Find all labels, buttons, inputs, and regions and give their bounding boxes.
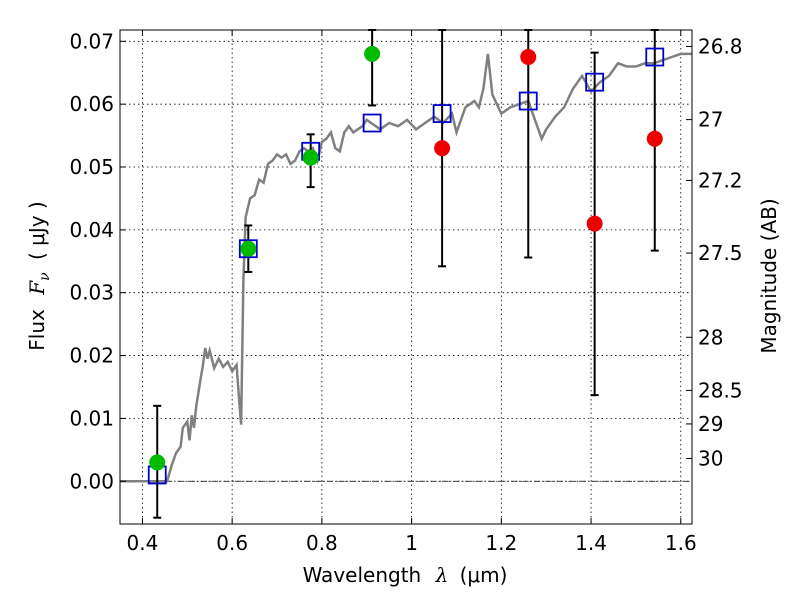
y-tick-label-4: 0.04 (69, 218, 114, 242)
y-tick-label-0: 0.00 (69, 469, 114, 493)
detection-point-2 (302, 149, 319, 166)
model-flux-markers (147, 47, 665, 485)
plot-frame (119, 29, 693, 525)
y-tick-label-3: 0.03 (69, 281, 114, 305)
model-flux-square-7 (645, 47, 665, 67)
y-axis-title: Flux Fν ( μJy ) (25, 201, 54, 350)
observed-points (149, 45, 663, 471)
y-tick-label-1: 0.01 (69, 406, 114, 430)
model-flux-square-1 (238, 239, 258, 259)
mag-tick-label-2: 27.2 (698, 168, 743, 192)
model-flux-square-3 (362, 113, 382, 133)
detection-point-0 (149, 454, 166, 471)
y-tick-label-7: 0.07 (69, 29, 114, 53)
model-flux-square-5 (518, 91, 538, 111)
model-spectrum-line (120, 52, 692, 483)
x-tick-label-6: 1.6 (665, 531, 697, 555)
y-axis-unit: ( μJy ) (25, 201, 49, 260)
mag-tick-label-0: 26.8 (698, 34, 743, 58)
model-flux-square-4 (432, 104, 452, 123)
mag-tick-label-1: 27 (698, 108, 723, 132)
axis-ticks (120, 30, 692, 524)
x-axis-symbol: λ (435, 563, 449, 587)
mag-tick-label-4: 28 (698, 325, 723, 349)
x-tick-labels: 0.4 0.6 0.8 1 1.2 1.4 1.6 (127, 531, 697, 555)
x-axis-unit: (μm) (460, 563, 508, 587)
y-tick-labels: 0.00 0.01 0.02 0.03 0.04 0.05 0.06 0.07 (69, 29, 114, 493)
mag-tick-label-6: 29 (698, 412, 723, 436)
x-axis-label: Wavelength (303, 563, 422, 587)
y-tick-label-2: 0.02 (69, 344, 114, 368)
y-axis-subscript: ν (37, 272, 53, 281)
y-axis-symbol: F (25, 280, 49, 296)
errorbars (153, 29, 659, 519)
x-tick-label-1: 0.6 (216, 531, 248, 555)
magnitude-axis-title: Magnitude (AB) (757, 198, 781, 353)
low_significance-point-2 (586, 215, 603, 232)
grid (120, 30, 692, 524)
mag-tick-label-3: 27.5 (698, 241, 743, 265)
x-tick-label-3: 1 (405, 531, 418, 555)
x-tick-label-2: 0.8 (306, 531, 338, 555)
x-tick-label-4: 1.2 (485, 531, 517, 555)
x-tick-label-0: 0.4 (127, 531, 159, 555)
low_significance-point-3 (646, 130, 663, 147)
y-axis-label: Flux (25, 309, 49, 351)
x-axis-title: Wavelength λ (μm) (303, 563, 508, 587)
low_significance-point-0 (434, 140, 451, 157)
y-tick-label-5: 0.05 (69, 155, 114, 179)
model-flux-square-6 (585, 72, 605, 92)
mag-tick-label-7: 30 (698, 446, 723, 470)
detection-point-1 (240, 240, 257, 257)
low_significance-point-1 (520, 49, 537, 66)
x-tick-label-5: 1.4 (575, 531, 607, 555)
magnitude-tick-labels: 26.8 27 27.2 27.5 28 28.5 29 30 (698, 34, 743, 470)
mag-tick-label-5: 28.5 (698, 378, 743, 402)
detection-point-3 (364, 45, 381, 62)
y-tick-label-6: 0.06 (69, 92, 114, 116)
